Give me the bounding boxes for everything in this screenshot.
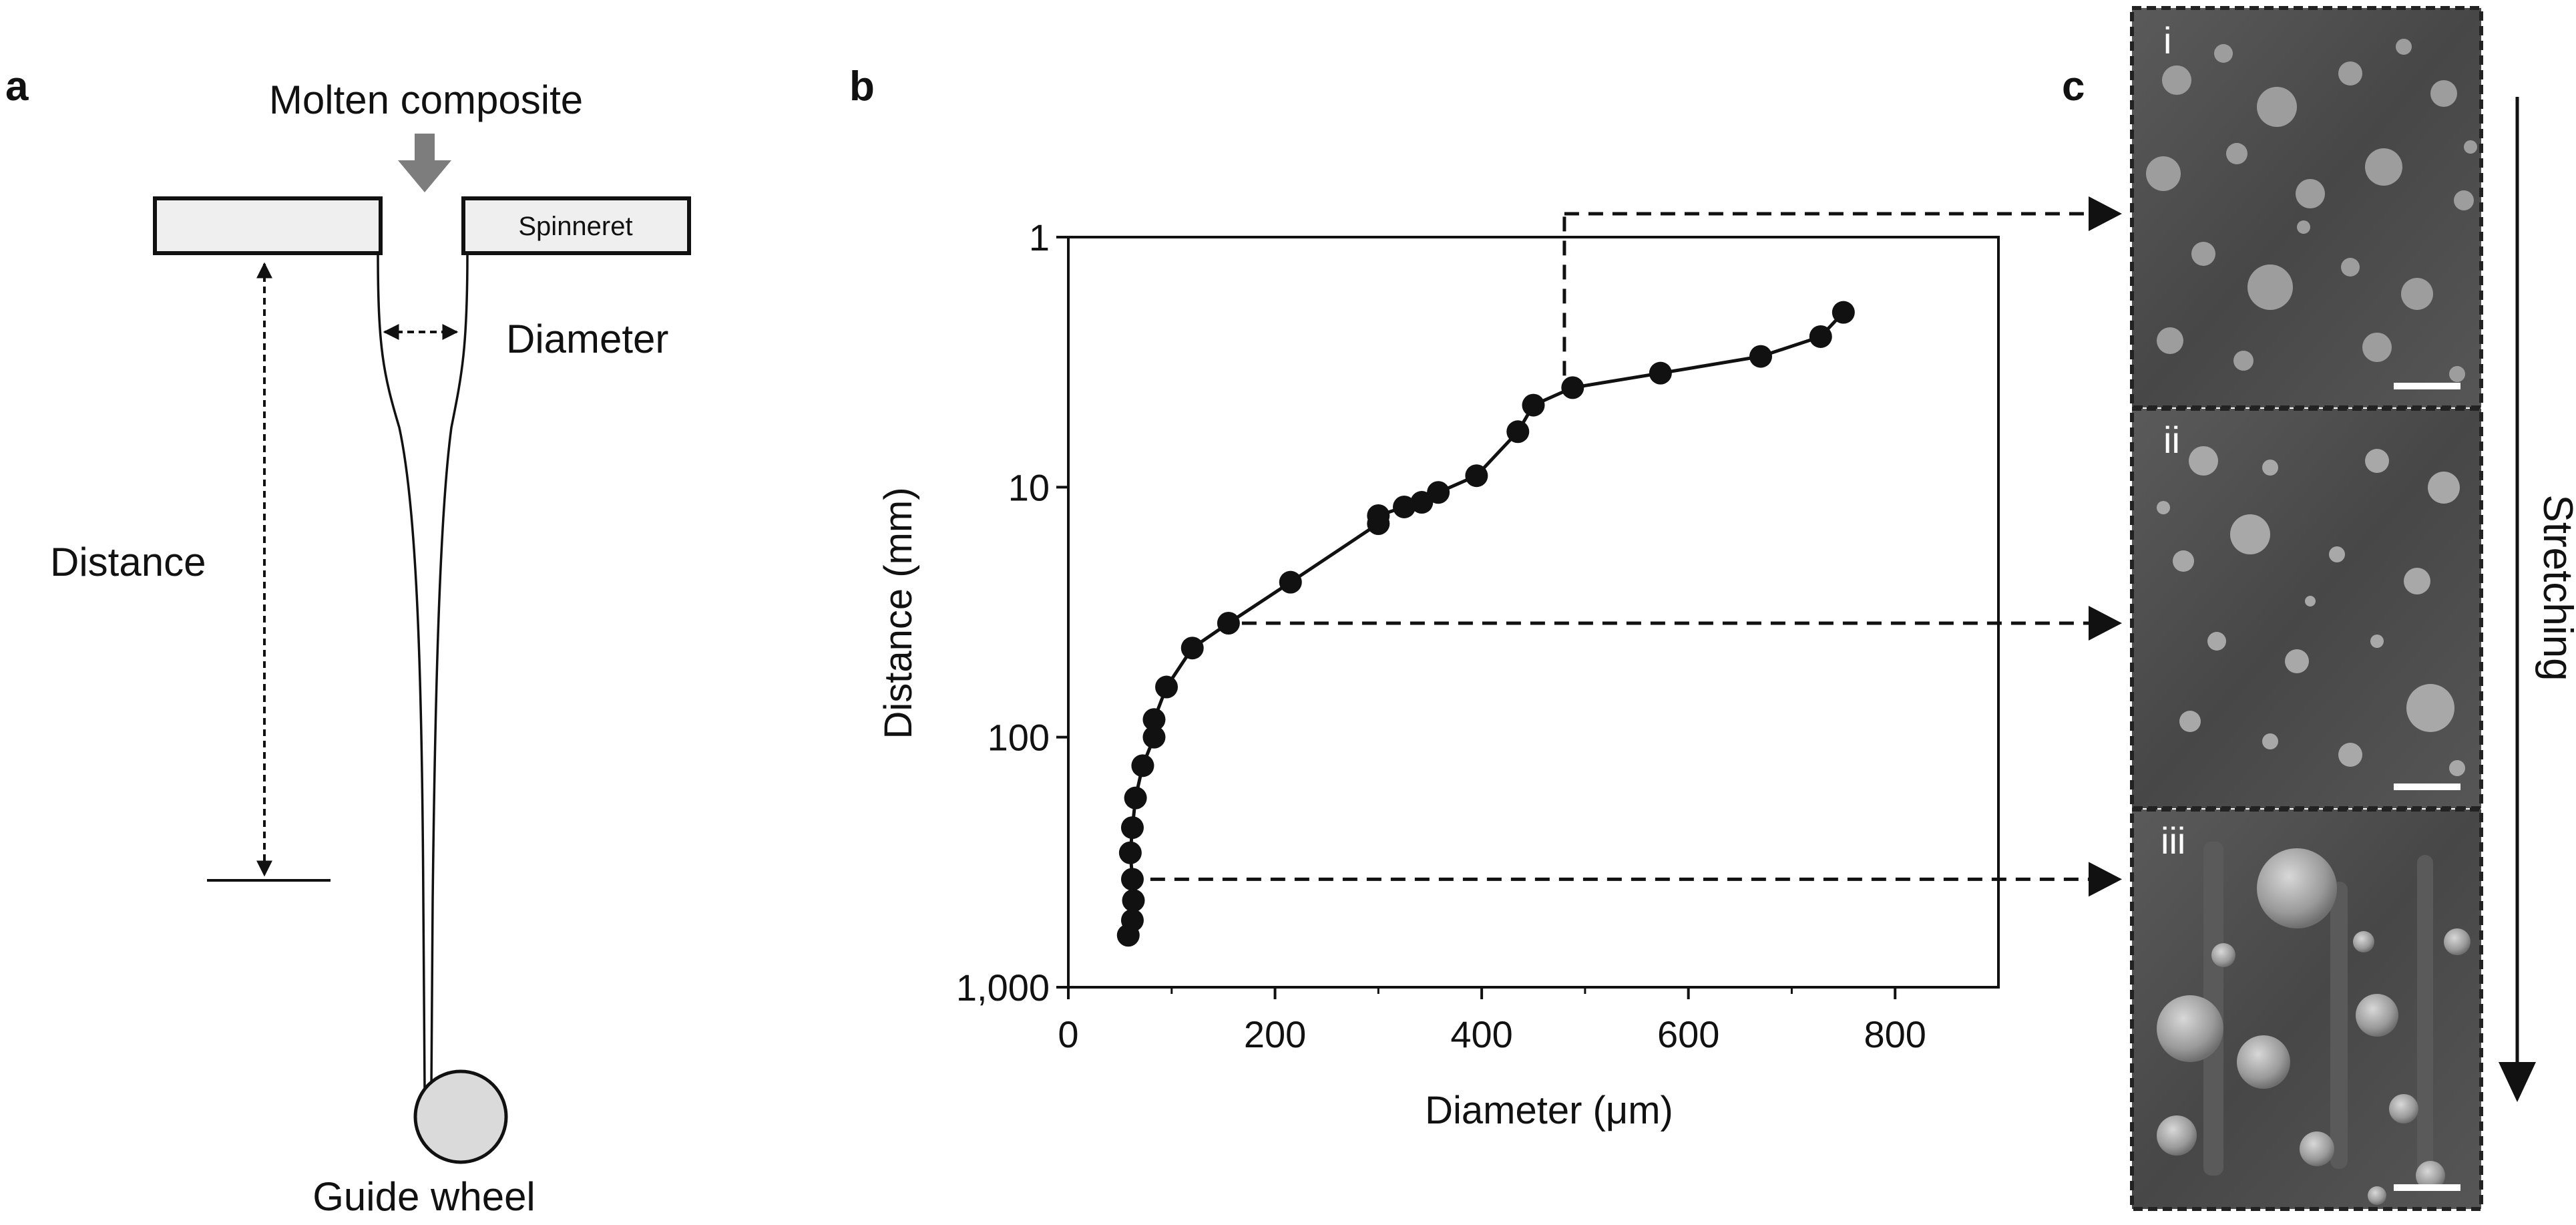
scale-bar-ii <box>2394 783 2460 790</box>
y-axis-label: Distance (mm) <box>877 487 920 739</box>
spinneret-right-block <box>461 196 691 255</box>
data-point <box>1749 345 1773 368</box>
stretching-arrow-head-icon <box>2499 1062 2536 1102</box>
sem-image-iii-label: iii <box>2161 820 2185 862</box>
x-tick-label: 600 <box>1657 1013 1719 1055</box>
y-tick-label: 100 <box>988 717 1050 759</box>
data-point <box>1522 393 1545 417</box>
x-tick-label: 0 <box>1058 1013 1078 1055</box>
data-point <box>1116 924 1140 947</box>
data-point <box>1120 868 1144 891</box>
data-point <box>1124 786 1147 810</box>
series-points <box>1116 301 1855 947</box>
annotation-arrow-head-icon <box>2089 196 2122 231</box>
data-point <box>1367 512 1390 536</box>
data-point <box>1561 376 1584 399</box>
x-tick-label: 800 <box>1864 1013 1926 1055</box>
data-point <box>1649 361 1672 385</box>
data-point <box>1120 816 1144 840</box>
molten-flow-arrow-icon <box>398 134 451 192</box>
data-point <box>1142 708 1166 731</box>
panel-c: c i <box>2062 6 2576 1211</box>
x-tick-label: 400 <box>1450 1013 1512 1055</box>
x-axis-label: Diameter (μm) <box>1425 1089 1673 1132</box>
annotation-arrow-head-icon <box>2089 605 2122 641</box>
y-tick-label: 1,000 <box>956 967 1050 1009</box>
sem-image-ii: ii <box>2130 407 2483 810</box>
sem-image-i: i <box>2130 6 2483 409</box>
data-point <box>1155 675 1178 699</box>
fiber-outline-right <box>430 252 469 1089</box>
plot-frame <box>1067 236 2000 989</box>
panel-c-letter: c <box>2062 63 2085 110</box>
scale-bar-iii <box>2394 1184 2460 1191</box>
data-point <box>1832 301 1855 324</box>
panel-a: a Molten composite Spinneret Diameter Di… <box>5 63 691 1219</box>
sem-image-iii: iii <box>2130 808 2483 1211</box>
y-tick-label: 10 <box>1008 466 1050 508</box>
data-point <box>1506 420 1530 444</box>
data-point <box>1465 464 1488 488</box>
data-point <box>1118 841 1142 864</box>
data-point <box>1809 325 1832 348</box>
sem-image-ii-label: ii <box>2163 419 2180 461</box>
panel-b-letter: b <box>849 63 875 110</box>
data-point <box>1410 491 1434 514</box>
data-point <box>1393 495 1416 518</box>
guide-wheel-icon <box>413 1069 508 1164</box>
molten-composite-label: Molten composite <box>269 77 583 122</box>
guide-wheel-label: Guide wheel <box>312 1174 535 1219</box>
x-axis-ticks: 0 200 400 600 800 <box>1058 987 1926 1055</box>
x-tick-label: 200 <box>1244 1013 1306 1055</box>
data-point <box>1131 754 1154 777</box>
data-point <box>1217 611 1240 635</box>
annotation-arrows <box>1150 196 2122 897</box>
fiber-outline <box>377 252 426 1089</box>
data-point <box>1180 637 1204 660</box>
annotation-arrow-head-icon <box>2089 862 2122 897</box>
panel-b: b 0 200 400 600 800 1 10 100 1,000 Diameter (μm… <box>849 63 2122 1132</box>
data-point <box>1122 889 1145 912</box>
scale-bar-i <box>2394 383 2460 389</box>
data-point <box>1427 481 1450 504</box>
sem-image-i-label: i <box>2163 19 2171 61</box>
y-tick-label: 1 <box>1029 216 1050 258</box>
distance-label: Distance <box>50 540 206 584</box>
spinneret-left-block <box>153 196 383 255</box>
data-point <box>1279 570 1302 594</box>
stretching-label: Stretching <box>2535 494 2576 681</box>
spinneret-label: Spinneret <box>518 212 632 241</box>
y-axis-ticks: 1 10 100 1,000 <box>956 216 1068 1009</box>
panel-a-letter: a <box>5 63 29 110</box>
data-point <box>1142 725 1166 749</box>
diameter-label: Diameter <box>506 317 668 361</box>
